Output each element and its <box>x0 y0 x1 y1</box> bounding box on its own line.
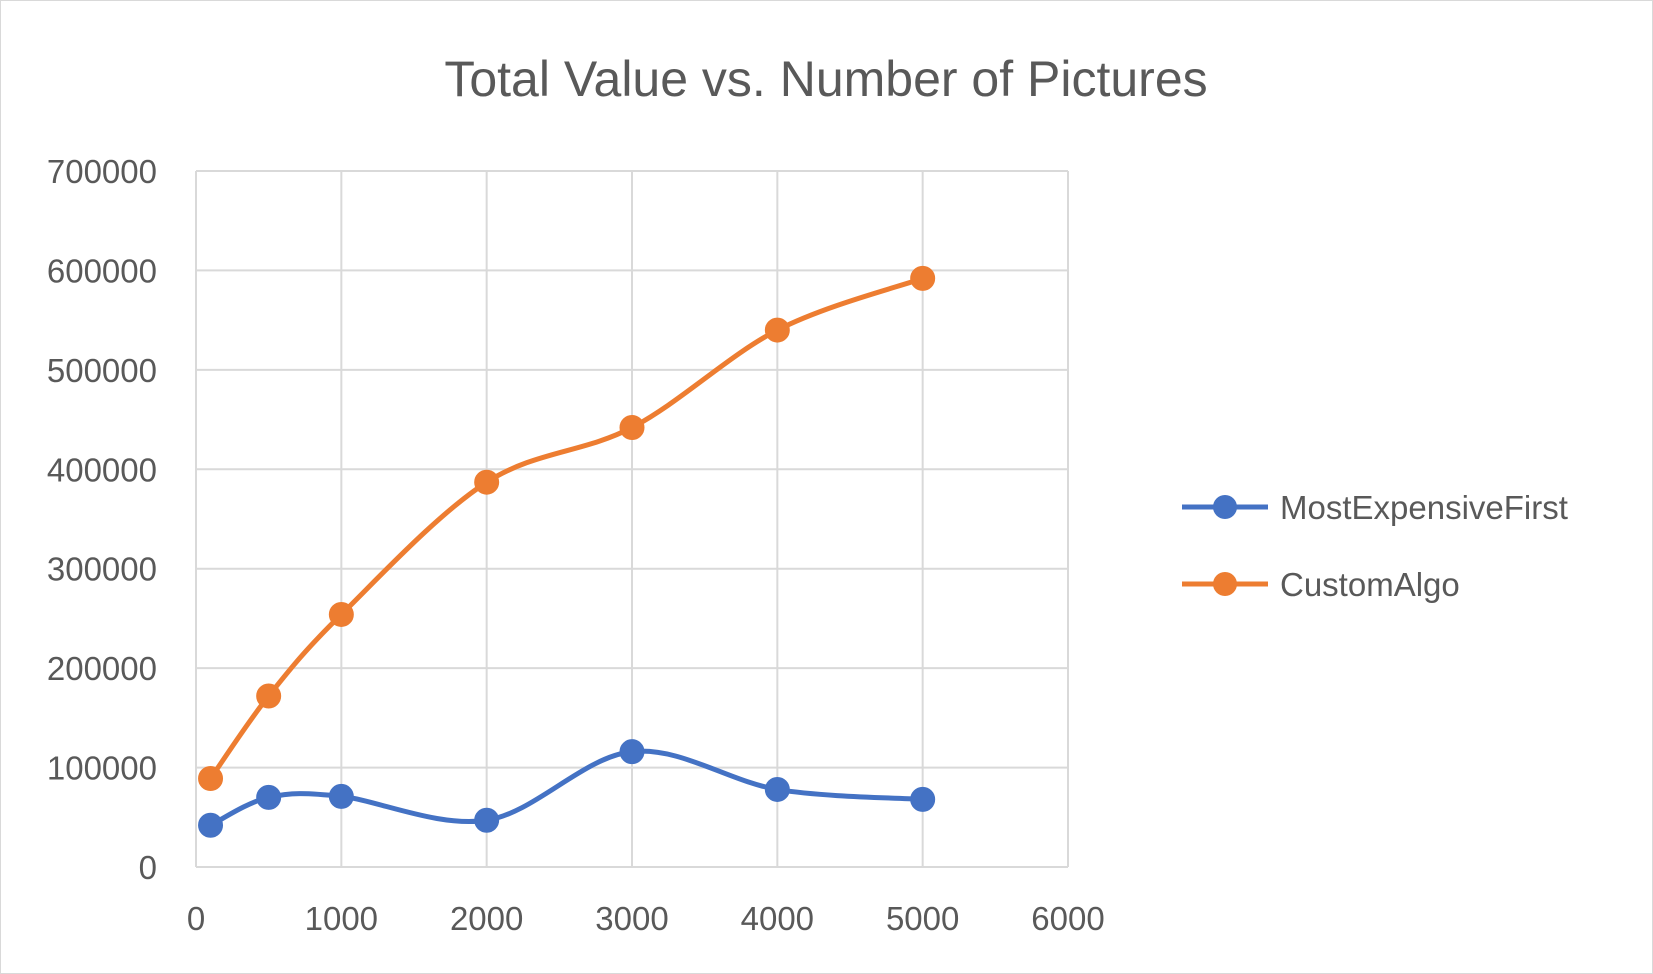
x-tick-label: 2000 <box>450 900 523 937</box>
legend-marker <box>1213 495 1237 519</box>
x-tick-label: 5000 <box>886 900 959 937</box>
x-tick-label: 4000 <box>741 900 814 937</box>
series-most-expensive-first <box>198 739 936 838</box>
legend-label: CustomAlgo <box>1280 566 1460 603</box>
custom-algo-line <box>208 275 926 782</box>
y-tick-label: 600000 <box>47 252 157 289</box>
y-tick-label: 0 <box>139 849 157 886</box>
chart-title: Total Value vs. Number of Pictures <box>444 51 1207 107</box>
custom-algo-point <box>910 265 936 291</box>
most-expensive-first-point <box>619 739 645 765</box>
x-tick-label: 3000 <box>595 900 668 937</box>
legend-label: MostExpensiveFirst <box>1280 489 1568 526</box>
legend: MostExpensiveFirst CustomAlgo <box>1182 489 1568 603</box>
most-expensive-first-point <box>256 784 282 810</box>
most-expensive-first-point <box>764 776 790 802</box>
legend-marker <box>1213 572 1237 596</box>
most-expensive-first-line <box>208 748 926 828</box>
y-axis-tick-labels: 0 100000 200000 300000 400000 500000 600000 700… <box>47 153 157 886</box>
y-tick-label: 500000 <box>47 352 157 389</box>
most-expensive-first-point <box>910 786 936 812</box>
legend-item-custom-algo: CustomAlgo <box>1182 566 1460 603</box>
plot-series <box>198 265 936 838</box>
y-tick-label: 100000 <box>47 750 157 787</box>
x-tick-label: 1000 <box>305 900 378 937</box>
most-expensive-first-point <box>474 807 500 833</box>
x-axis-tick-labels: 0 1000 2000 3000 4000 5000 6000 <box>187 900 1105 937</box>
custom-algo-point <box>256 683 282 709</box>
custom-algo-point <box>619 415 645 441</box>
most-expensive-first-point <box>328 783 354 809</box>
y-tick-label: 400000 <box>47 451 157 488</box>
y-tick-label: 200000 <box>47 650 157 687</box>
x-tick-label: 6000 <box>1031 900 1104 937</box>
custom-algo-point <box>474 469 500 495</box>
legend-item-most-expensive-first: MostExpensiveFirst <box>1182 489 1568 526</box>
custom-algo-point <box>764 317 790 343</box>
y-tick-label: 700000 <box>47 153 157 190</box>
series-custom-algo <box>198 265 936 792</box>
most-expensive-first-point <box>198 812 224 838</box>
custom-algo-point <box>328 601 354 627</box>
x-tick-label: 0 <box>187 900 205 937</box>
custom-algo-point <box>198 766 224 792</box>
y-tick-label: 300000 <box>47 551 157 588</box>
